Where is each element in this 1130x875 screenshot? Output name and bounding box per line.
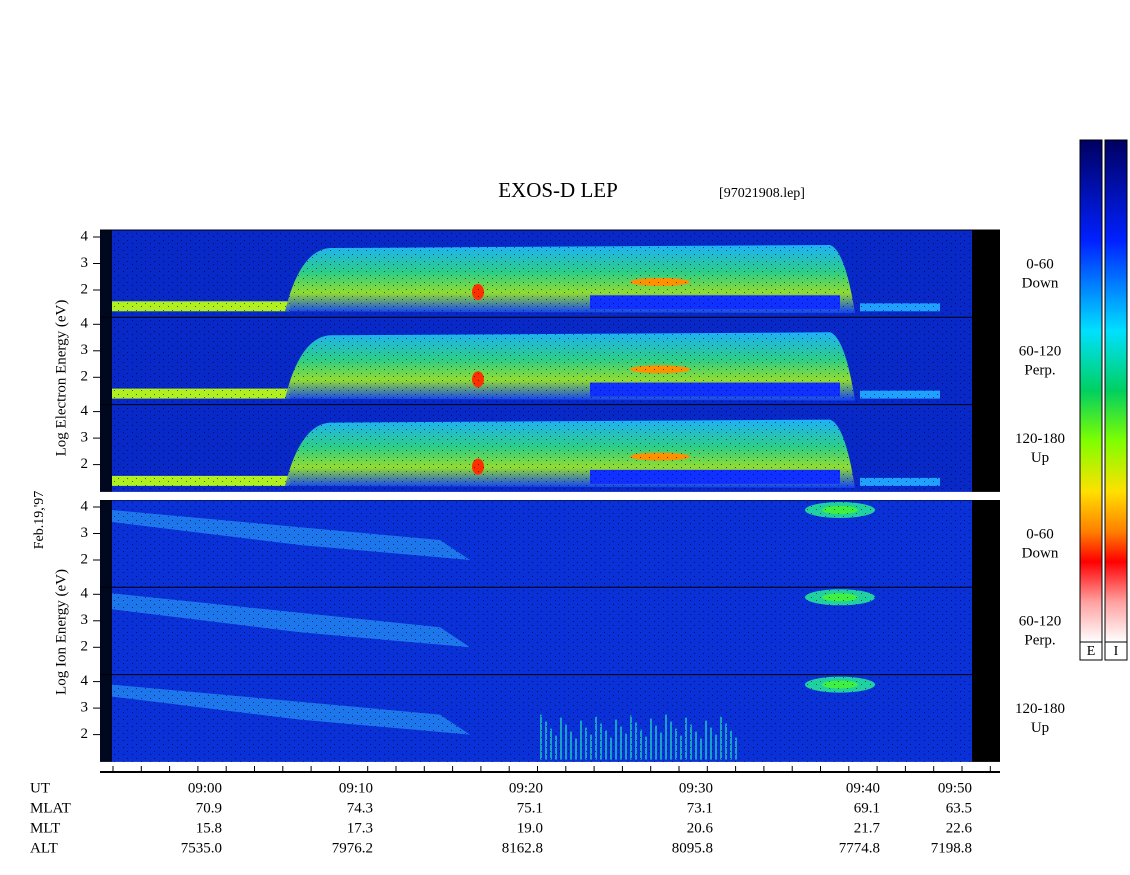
y-tick-label: 4 (81, 498, 89, 514)
direction-label: Down (1022, 275, 1059, 291)
right-strip (972, 230, 1000, 318)
right-strip (972, 674, 1000, 762)
y-tick-label: 3 (81, 430, 89, 446)
y-tick-label: 4 (81, 586, 89, 602)
row-value: 19.0 (517, 820, 543, 836)
row-value: 7198.8 (931, 840, 972, 856)
row-value: 70.9 (196, 800, 222, 816)
row-label: MLAT (30, 800, 71, 816)
direction-label: Up (1031, 720, 1049, 736)
file-name: [97021908.lep] (719, 186, 805, 201)
row-value: 63.5 (946, 800, 972, 816)
row-value: 75.1 (517, 800, 543, 816)
y-tick-label: 3 (81, 342, 89, 358)
y-tick-label: 2 (81, 639, 89, 655)
y-tick-label: 3 (81, 700, 89, 716)
colorbar (1079, 139, 1103, 643)
electron-axis-label: Log Electron Energy (eV) (53, 300, 69, 457)
colorbar-label-box (1079, 641, 1103, 661)
right-strip (972, 587, 1000, 675)
y-tick-label: 3 (81, 525, 89, 541)
y-tick-label: 2 (81, 726, 89, 742)
row-value: 15.8 (196, 820, 222, 836)
row-value: 09:10 (339, 780, 373, 796)
y-tick-label: 4 (81, 316, 89, 332)
left-strip (100, 587, 112, 675)
noise (112, 404, 972, 492)
y-tick-label: 2 (81, 551, 89, 567)
direction-label: Perp. (1024, 363, 1055, 379)
row-value: 74.3 (347, 800, 373, 816)
y-tick-label: 4 (81, 228, 89, 244)
colorbar (1104, 139, 1128, 643)
row-value: 20.6 (687, 820, 714, 836)
row-label: MLT (30, 820, 60, 836)
angle-label: 120-180 (1015, 701, 1065, 717)
left-strip (100, 230, 112, 318)
left-strip (100, 404, 112, 492)
row-value: 7535.0 (181, 840, 222, 856)
direction-label: Perp. (1024, 633, 1055, 649)
row-value: 09:00 (188, 780, 222, 796)
direction-label: Down (1022, 545, 1059, 561)
y-tick-label: 3 (81, 612, 89, 628)
right-strip (972, 500, 1000, 588)
block-gap (100, 492, 1000, 500)
angle-label: 60-120 (1019, 614, 1062, 630)
row-value: 7976.2 (332, 840, 373, 856)
noise (112, 230, 972, 318)
row-value: 09:50 (938, 780, 972, 796)
direction-label: Up (1031, 450, 1049, 466)
row-value: 17.3 (347, 820, 373, 836)
row-value: 8162.8 (502, 840, 543, 856)
y-tick-label: 3 (81, 255, 89, 271)
row-value: 69.1 (854, 800, 880, 816)
date: Feb.19,'97 (32, 491, 47, 550)
row-value: 7774.8 (839, 840, 880, 856)
colorbars (1079, 139, 1128, 661)
left-strip (100, 317, 112, 405)
y-tick-label: 2 (81, 281, 89, 297)
row-label: ALT (30, 840, 58, 856)
row-value: 09:30 (679, 780, 713, 796)
y-tick-label: 4 (81, 403, 89, 419)
left-strip (100, 500, 112, 588)
noise (112, 587, 972, 675)
y-tick-label: 4 (81, 673, 89, 689)
noise (112, 317, 972, 405)
y-tick-label: 2 (81, 369, 89, 385)
y-tick-label: 2 (81, 456, 89, 472)
row-value: 09:40 (846, 780, 880, 796)
colorbar-label-box (1104, 641, 1128, 661)
row-value: 21.7 (854, 820, 881, 836)
angle-label: 0-60 (1026, 256, 1054, 272)
noise (112, 674, 972, 762)
angle-label: 0-60 (1026, 526, 1054, 542)
row-value: 8095.8 (672, 840, 713, 856)
ion-axis-label: Log Ion Energy (eV) (53, 569, 69, 695)
row-value: 09:20 (509, 780, 543, 796)
right-strip (972, 317, 1000, 405)
colorbar-label: I (1114, 644, 1119, 659)
row-value: 73.1 (687, 800, 713, 816)
right-strip (972, 404, 1000, 492)
left-strip (100, 674, 112, 762)
row-value: 22.6 (946, 820, 973, 836)
angle-label: 120-180 (1015, 431, 1065, 447)
noise (112, 500, 972, 588)
row-label: UT (30, 780, 50, 796)
colorbar-label: E (1087, 644, 1096, 659)
title: EXOS-D LEP (498, 178, 618, 202)
angle-label: 60-120 (1019, 344, 1062, 360)
